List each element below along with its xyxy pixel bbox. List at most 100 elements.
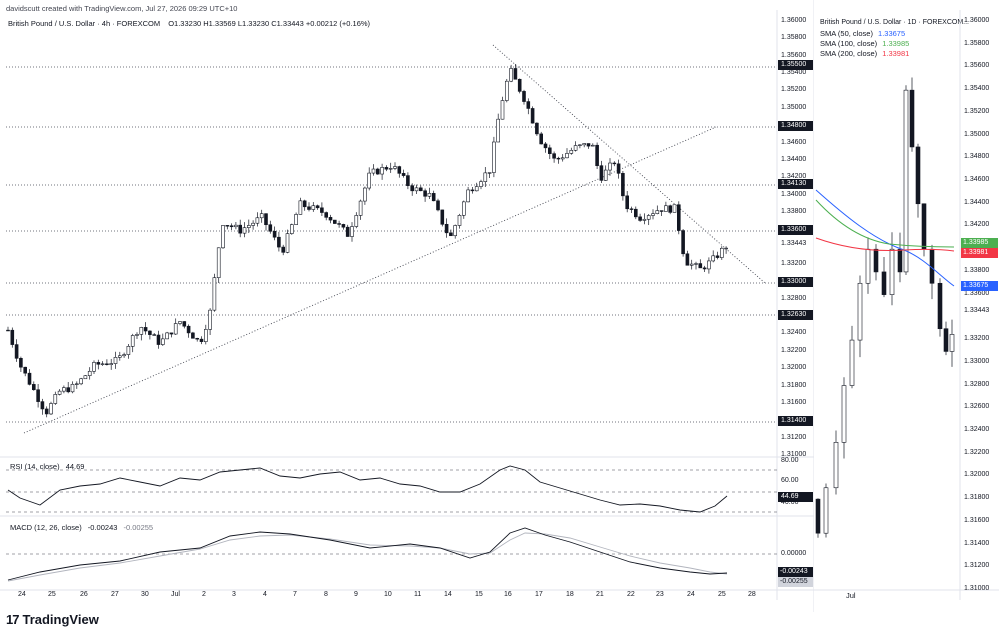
- candle-body: [427, 193, 432, 197]
- tradingview-brand-text: TradingView: [22, 612, 99, 627]
- level-label-box: 1.34800: [778, 121, 813, 132]
- candle-body: [199, 338, 204, 342]
- level-label-box: 1.33000: [778, 277, 813, 288]
- candle-body: [694, 263, 698, 265]
- candle-body: [406, 175, 410, 186]
- side-price-axis[interactable]: 1.36000 1.35800 1.35600 1.35400 1.35200 1.350…: [962, 0, 999, 600]
- candle-body: [92, 362, 96, 372]
- candle-body: [191, 332, 195, 339]
- candle-body: [358, 200, 363, 216]
- macd-tick-zero: 0.00000: [781, 550, 807, 557]
- candle-body: [315, 205, 320, 209]
- candle-body: [676, 204, 681, 231]
- side-price-tick: 1.33200: [964, 335, 990, 343]
- side-candle-body: [881, 271, 887, 295]
- main-price-tick: 1.35800: [781, 34, 807, 42]
- candle-body: [444, 223, 449, 234]
- side-candle-body: [857, 282, 863, 341]
- candle-body: [487, 172, 492, 174]
- candle-body: [715, 255, 720, 258]
- side-price-tick: 1.32400: [964, 425, 990, 433]
- candle-body: [440, 209, 445, 225]
- side-price-tick: 1.36000: [964, 17, 990, 24]
- candle-body: [294, 214, 298, 225]
- sma50-line: [815, 189, 955, 287]
- candle-body: [238, 224, 242, 234]
- candle-body: [616, 163, 621, 174]
- candle-body: [148, 330, 152, 335]
- candle-body: [664, 205, 668, 212]
- candle-body: [526, 101, 531, 109]
- candle-body: [707, 260, 711, 270]
- tradingview-logo-icon: 17: [6, 612, 20, 627]
- date-axis[interactable]: 24 25 26 27 30 Jul 2 3 4 7 8 9 10 11 14 15 16 17 18 21 22 23 2…: [0, 589, 777, 601]
- candle-body: [646, 215, 651, 220]
- candle-body: [337, 223, 341, 225]
- candle-body: [599, 165, 604, 181]
- candle-body: [122, 354, 126, 357]
- candle-body: [513, 68, 518, 80]
- candle-body: [53, 394, 58, 404]
- candle-body: [509, 68, 513, 82]
- candle-body: [139, 327, 144, 335]
- date-tick: 10: [384, 591, 392, 598]
- candle-body: [655, 210, 660, 214]
- macd-value-1: -0.00243: [87, 523, 118, 532]
- candle-body: [363, 187, 367, 202]
- side-candle-body: [937, 282, 943, 330]
- candle-body: [500, 100, 505, 120]
- candle-body: [19, 358, 23, 368]
- date-tick: Jul: [171, 591, 180, 598]
- level-label-box: 1.33600: [778, 225, 813, 236]
- candle-body: [668, 205, 673, 213]
- candle-body: [66, 387, 70, 393]
- sma50-label: SMA (50, close): [820, 29, 873, 38]
- main-chart[interactable]: [0, 0, 814, 612]
- candle-body: [277, 236, 281, 248]
- side-price-tick: 1.34800: [964, 153, 990, 161]
- side-chart-title: British Pound / U.S. Dollar · 1D · FOREX…: [820, 19, 969, 26]
- candle-body: [590, 144, 595, 147]
- rsi-value: 44.69: [65, 462, 85, 471]
- candle-body: [642, 218, 647, 221]
- candle-body: [229, 225, 234, 228]
- main-price-tick: 1.34400: [781, 155, 807, 163]
- candle-body: [96, 362, 101, 365]
- rsi-tick-40: 40.00: [781, 499, 799, 506]
- candle-body: [522, 91, 526, 102]
- side-chart[interactable]: [814, 0, 999, 612]
- watermark-text: davidscutt created with TradingView.com,…: [6, 4, 238, 13]
- candle-body: [285, 233, 290, 253]
- candle-body: [169, 332, 174, 335]
- macd-value-2: -0.00255: [123, 523, 154, 532]
- date-tick: 11: [414, 591, 422, 598]
- sma200-value: 1.33981: [882, 49, 910, 58]
- side-date-label: Jul: [846, 591, 856, 600]
- candle-body: [143, 327, 148, 332]
- candle-body: [651, 213, 655, 216]
- side-candle-body: [949, 334, 955, 352]
- candle-body: [418, 187, 423, 192]
- candle-body: [565, 153, 569, 159]
- side-candle-body: [833, 442, 839, 489]
- candle-body: [517, 78, 522, 92]
- candle-body: [547, 147, 552, 154]
- candle-body: [492, 141, 496, 173]
- candle-body: [702, 267, 707, 270]
- candle-body: [719, 247, 724, 258]
- candle-body: [36, 389, 40, 402]
- candle-body: [401, 173, 406, 176]
- main-price-tick: 1.31000: [781, 451, 807, 458]
- rsi-bands: [6, 469, 777, 513]
- date-tick: 26: [80, 591, 88, 598]
- date-tick: 14: [444, 591, 452, 598]
- trendlines[interactable]: [23, 44, 766, 434]
- candle-body: [535, 122, 539, 135]
- macd-header: MACD (12, 26, close) -0.00243 -0.00255: [10, 523, 153, 532]
- candle-body: [195, 337, 199, 340]
- candle-body: [44, 408, 49, 415]
- sma50-legend: SMA (50, close) 1.33675: [820, 29, 905, 38]
- tradingview-logo[interactable]: 17 TradingView: [6, 612, 99, 627]
- candle-body: [449, 232, 453, 237]
- side-candle-body: [823, 487, 829, 534]
